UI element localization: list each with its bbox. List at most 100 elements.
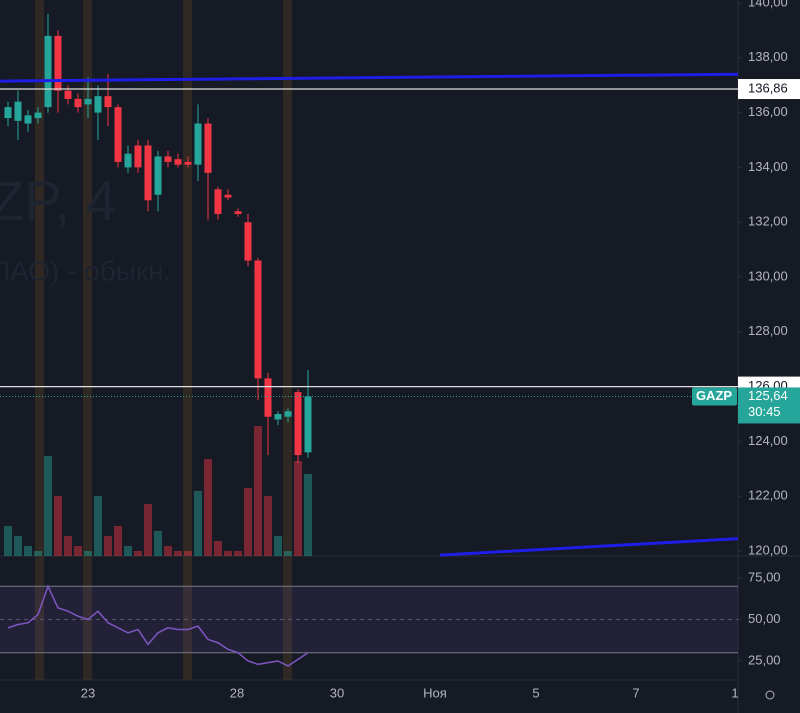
x-tick-label: Ноя: [423, 685, 447, 700]
volume-bar: [224, 551, 232, 556]
y-tick-label: 128,00: [748, 323, 788, 338]
candle-body: [14, 101, 22, 121]
volume-bar: [64, 536, 72, 556]
volume-bar: [274, 536, 282, 556]
session-band: [83, 0, 92, 680]
volume-bar: [154, 531, 162, 556]
volume-bar: [184, 551, 192, 556]
y-tick-label: 124,00: [748, 433, 788, 448]
volume-bar: [4, 526, 12, 556]
candle-body: [284, 411, 292, 417]
volume-bar: [24, 546, 32, 556]
volume-bar: [114, 526, 122, 556]
session-bands: [35, 0, 292, 680]
x-tick-label: 23: [81, 685, 95, 700]
watermark: ПАО) - обыкн.: [0, 255, 171, 286]
candle-body: [154, 156, 162, 195]
countdown-label: 30:45: [748, 404, 781, 419]
candle-body: [264, 378, 272, 417]
volume-bar: [194, 491, 202, 556]
candle-body: [84, 98, 92, 105]
candle-body: [144, 145, 152, 201]
candle-body: [74, 98, 82, 108]
rsi-tick-label: 25,00: [748, 652, 781, 667]
volume-bar: [264, 496, 272, 556]
candle-body: [214, 189, 222, 214]
x-tick-label: 28: [230, 685, 244, 700]
candle-body: [224, 194, 232, 198]
volume-bar: [234, 551, 242, 556]
volume-bar: [134, 551, 142, 556]
volume-bar: [304, 474, 312, 556]
rsi-line: [7, 584, 309, 667]
symbol-box: [692, 387, 737, 406]
candle-body: [244, 222, 252, 261]
x-tick-label: 1: [731, 685, 738, 700]
rsi-tick-label: 50,00: [748, 611, 781, 626]
volume-bar: [174, 551, 182, 556]
last-price-box: [738, 387, 800, 424]
price-label: 136,86: [748, 80, 788, 95]
watermark: ZP, 4: [0, 169, 117, 232]
candle-body: [174, 159, 182, 165]
candle-body: [124, 153, 132, 168]
symbol-label: GAZP: [696, 388, 732, 403]
trendline: [0, 72, 739, 83]
candle-body: [34, 112, 42, 119]
candle-body: [184, 161, 192, 165]
volume-bar: [164, 546, 172, 556]
session-band: [283, 0, 292, 680]
y-tick-label: 122,00: [748, 488, 788, 503]
volume-bar: [124, 546, 132, 556]
y-tick-label: 136,00: [748, 104, 788, 119]
volume-bar: [84, 551, 92, 556]
x-tick-label: 7: [632, 685, 639, 700]
volume-bar: [74, 546, 82, 556]
candle-body: [194, 123, 202, 165]
candle-body: [54, 35, 62, 91]
candle-body: [204, 123, 212, 173]
candle-body: [44, 35, 52, 108]
candle-body: [164, 156, 172, 162]
candle-body: [294, 392, 302, 456]
y-tick-label: 140,00: [748, 0, 788, 9]
session-band: [183, 0, 192, 680]
candle-body: [254, 260, 262, 379]
volume-bar: [204, 459, 212, 556]
y-tick-label: 130,00: [748, 268, 788, 283]
volume-bar: [244, 488, 252, 556]
y-tick-label: 120,00: [748, 542, 788, 557]
candle-body: [114, 107, 122, 162]
price-label-box: [738, 79, 800, 100]
volume-bar: [54, 496, 62, 556]
volume-bar: [254, 426, 262, 556]
y-tick-label: 132,00: [748, 214, 788, 229]
volume-bar: [34, 551, 42, 556]
candle-body: [274, 414, 282, 420]
candle-body: [304, 396, 312, 453]
candle-body: [4, 107, 12, 119]
volume-bar: [294, 461, 302, 556]
y-tick-label: 138,00: [748, 49, 788, 64]
volume-bar: [214, 541, 222, 556]
trendline: [439, 537, 739, 557]
volume-bar: [44, 456, 52, 556]
x-tick-label: 30: [330, 685, 344, 700]
candle-body: [94, 96, 102, 113]
volume-bar: [14, 536, 22, 556]
settings-icon[interactable]: [765, 690, 775, 700]
volume-bar: [284, 551, 292, 556]
last-price-label: 125,64: [748, 388, 788, 403]
candle-body: [134, 145, 142, 168]
y-tick-label: 134,00: [748, 159, 788, 174]
rsi-tick-label: 75,00: [748, 569, 781, 584]
volume-bar: [94, 496, 102, 556]
candle-body: [234, 211, 242, 214]
session-band: [35, 0, 44, 680]
candle-body: [104, 96, 112, 108]
x-tick-label: 5: [532, 685, 539, 700]
volume-bar: [144, 504, 152, 556]
